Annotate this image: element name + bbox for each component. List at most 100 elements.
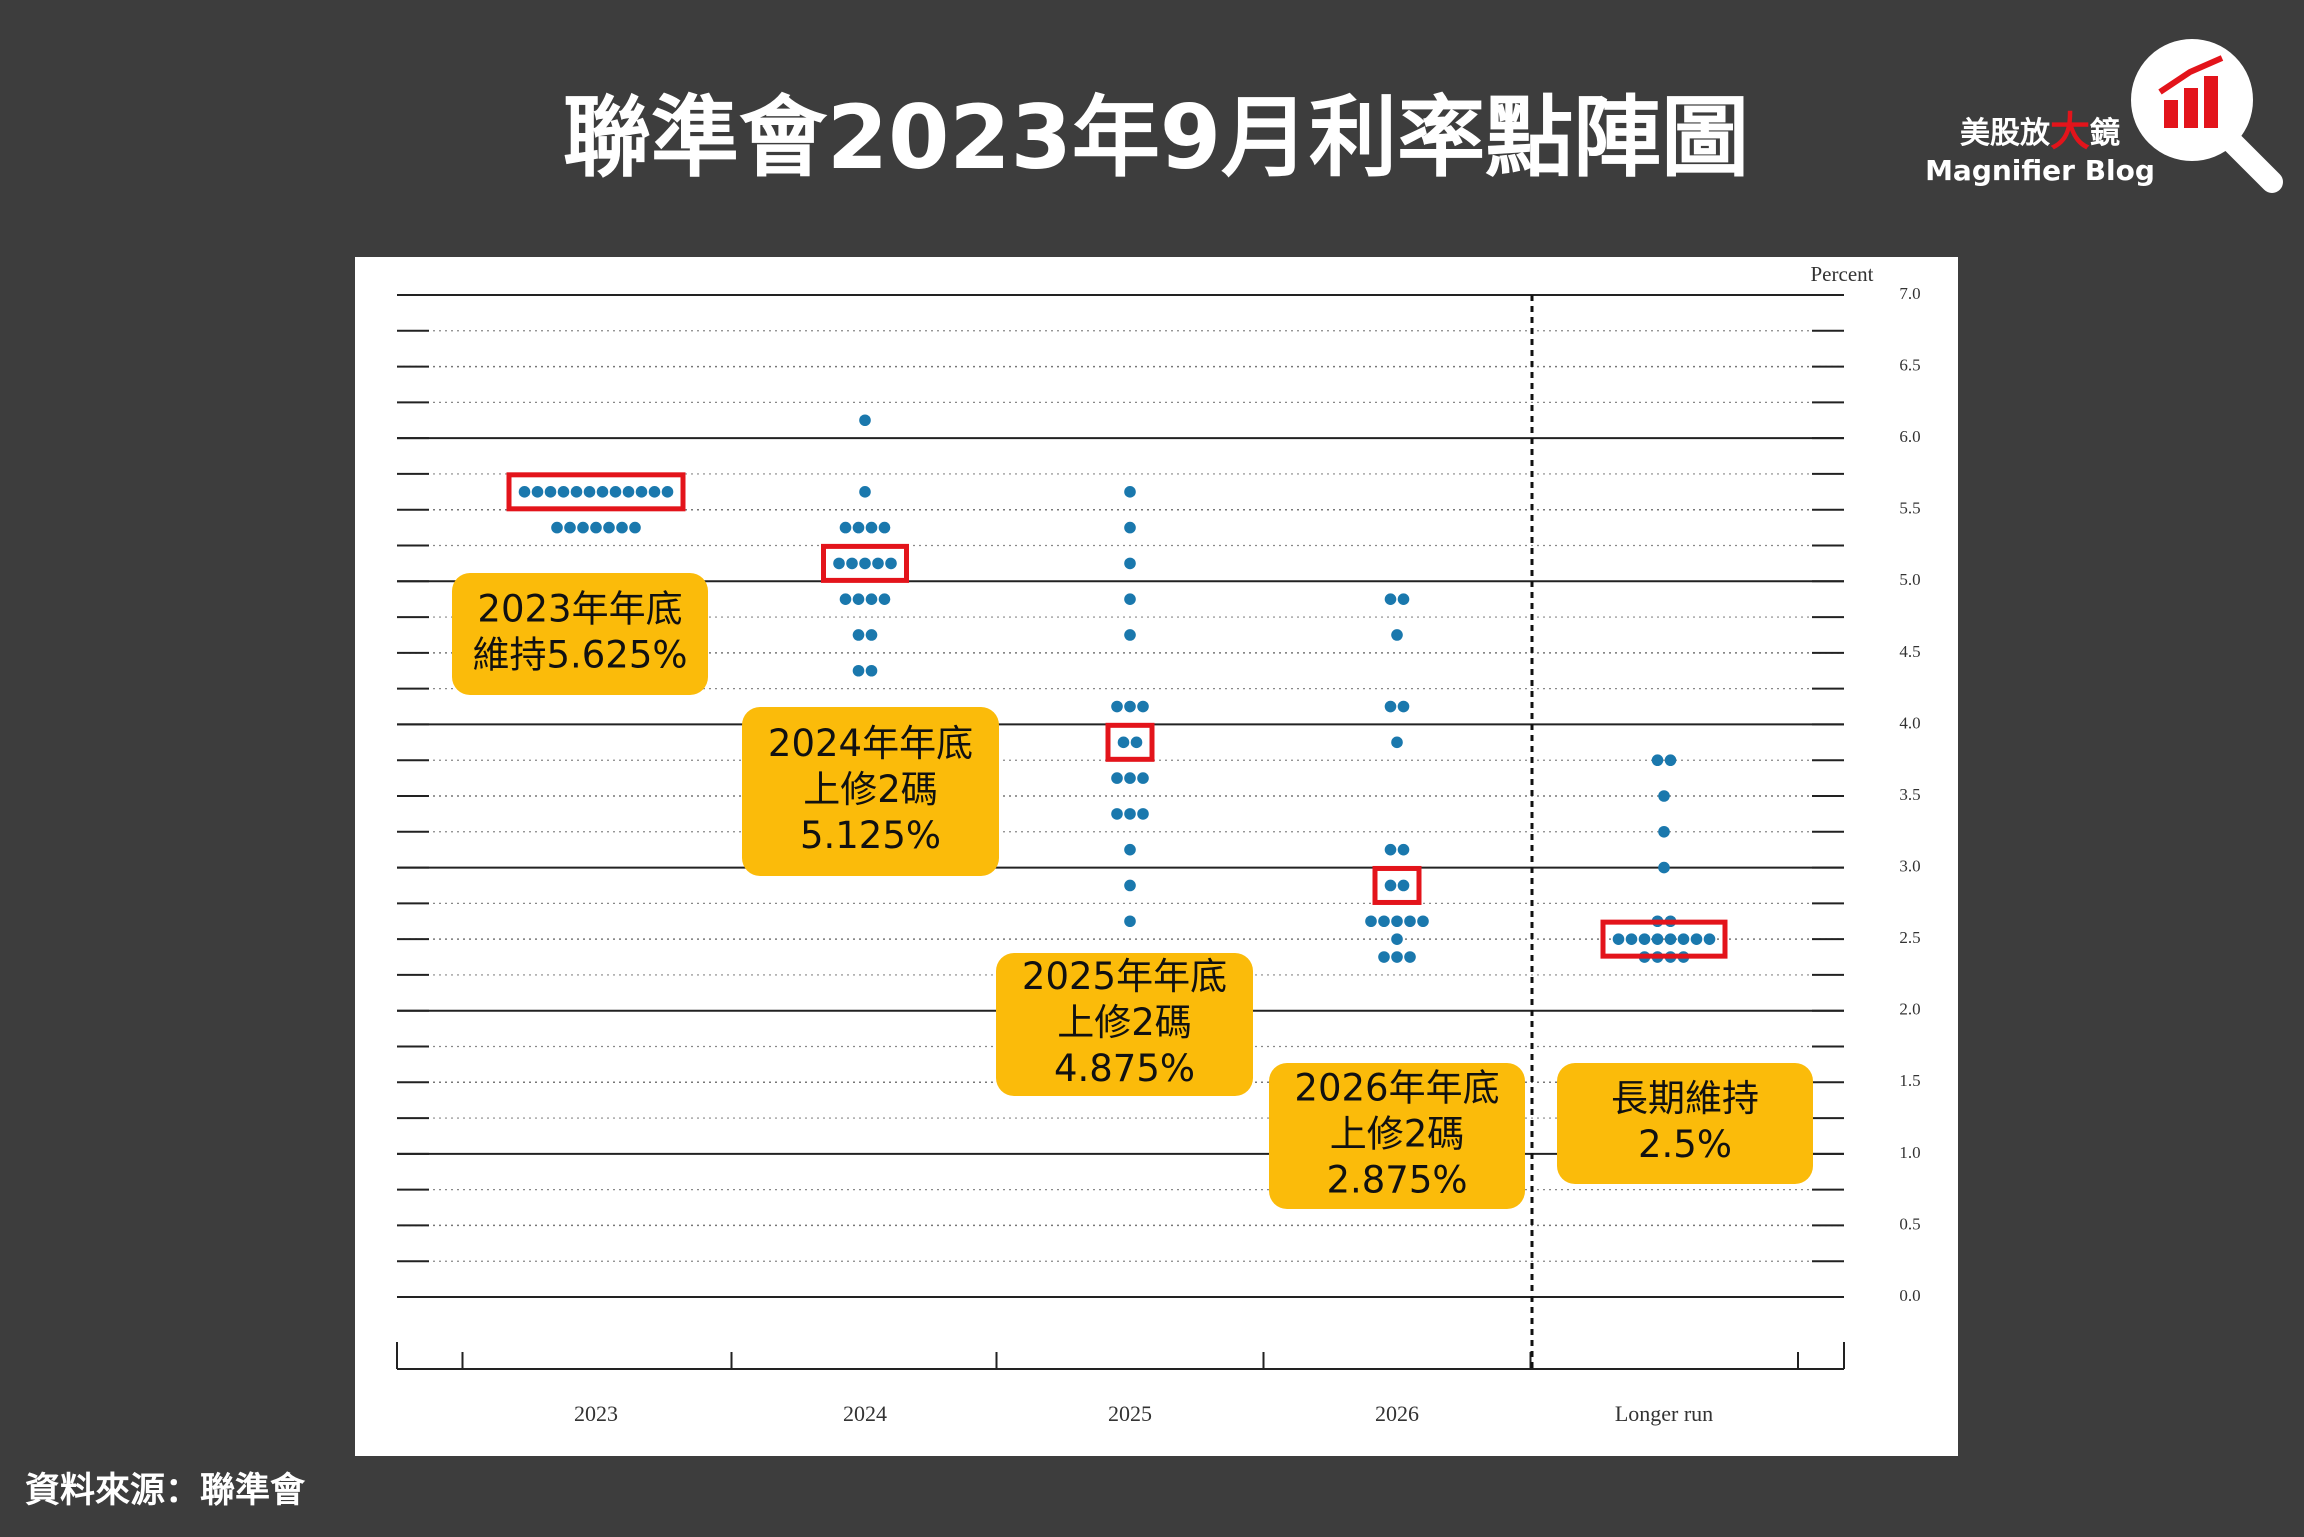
annotation-box — [1269, 1063, 1525, 1209]
dot — [622, 486, 635, 498]
annotation-text: 2026年年底 — [1294, 1067, 1499, 1110]
dot — [1124, 557, 1136, 570]
annotation-text: 2.875% — [1326, 1159, 1467, 1202]
dot — [1384, 700, 1397, 713]
dot — [865, 593, 878, 605]
dot — [846, 557, 858, 570]
dot — [1130, 736, 1143, 749]
median-highlight — [506, 472, 686, 512]
dot — [1111, 772, 1123, 784]
y-tick-label: 7.0 — [1899, 284, 1920, 303]
dot — [852, 664, 865, 677]
dot — [1137, 808, 1149, 820]
dot — [1124, 486, 1136, 498]
logo-subtitle: Magnifier Blog — [1925, 154, 2155, 187]
dot — [885, 557, 897, 570]
dot — [629, 521, 641, 534]
y-tick-label: 1.0 — [1899, 1143, 1920, 1162]
dot — [833, 557, 845, 570]
dot — [1651, 754, 1664, 767]
dot — [1384, 879, 1397, 892]
y-tick-label: 4.5 — [1899, 642, 1920, 661]
dot — [1391, 933, 1403, 945]
dot — [865, 521, 878, 534]
y-tick-label: 0.5 — [1899, 1214, 1920, 1233]
dot — [1664, 933, 1677, 945]
annotation-box — [996, 953, 1253, 1096]
dot — [1391, 629, 1403, 641]
plot-panel — [355, 257, 1958, 1456]
x-tick-label: 2024 — [843, 1401, 887, 1426]
x-tick-label: Longer run — [1615, 1401, 1713, 1426]
annotation-text: 2.5% — [1638, 1123, 1732, 1166]
logo-name: 美股放大鏡 — [1960, 109, 2120, 155]
x-tick-label: 2026 — [1375, 1401, 1419, 1426]
dot — [1111, 808, 1123, 820]
y-tick-label: 6.0 — [1899, 427, 1920, 446]
median-highlight — [821, 543, 909, 583]
dot — [564, 521, 576, 534]
source-note: 資料來源：聯準會 — [25, 1471, 306, 1511]
logo-part: 鏡 — [2090, 116, 2120, 151]
logo-part: 美股放 — [1960, 116, 2051, 151]
dot — [1664, 754, 1677, 767]
annotation-text: 維持5.625% — [472, 634, 687, 677]
dot — [839, 521, 852, 534]
dot — [661, 486, 674, 498]
dot — [1397, 593, 1410, 605]
y-tick-label: 3.5 — [1899, 785, 1920, 804]
y-tick-label: 0.0 — [1899, 1286, 1920, 1305]
annotation-text: 5.125% — [800, 814, 941, 857]
dot — [1677, 933, 1690, 945]
dot — [544, 486, 557, 498]
dot — [609, 486, 622, 498]
dot — [531, 486, 544, 498]
dot — [852, 593, 865, 605]
median-highlight — [1105, 722, 1155, 762]
dot — [1397, 879, 1410, 892]
dot — [852, 521, 865, 534]
dot — [839, 593, 852, 605]
annotation-text: 長期維持 — [1611, 1077, 1759, 1120]
dot — [603, 521, 615, 534]
dot — [1625, 933, 1638, 945]
dot — [570, 486, 583, 498]
annotation-text: 上修2碼 — [803, 768, 938, 811]
page-title: 聯準會2023年9月利率點陣圖 — [563, 86, 1749, 189]
dot — [1384, 593, 1397, 605]
dot — [635, 486, 648, 498]
dot — [859, 414, 871, 427]
median-highlight — [1372, 865, 1422, 905]
dot — [1365, 915, 1377, 928]
dot — [1417, 915, 1429, 928]
annotation-text: 上修2碼 — [1330, 1113, 1465, 1156]
dot — [1378, 915, 1390, 928]
dot — [859, 557, 871, 570]
y-tick-label: 5.5 — [1899, 499, 1920, 518]
dot — [865, 629, 878, 641]
dot — [1612, 933, 1625, 945]
dot — [1703, 933, 1716, 945]
logo-icon — [2131, 39, 2283, 193]
dot — [1124, 700, 1136, 713]
annotation-text: 2023年年底 — [477, 588, 682, 631]
dot — [1397, 843, 1410, 856]
y-tick-label: 2.0 — [1899, 1000, 1920, 1019]
dot — [1124, 808, 1136, 820]
annotation-box — [742, 707, 999, 876]
dot — [1124, 593, 1136, 605]
dot — [1124, 843, 1136, 856]
y-tick-label: 4.0 — [1899, 713, 1920, 732]
dot — [878, 593, 891, 605]
dot — [590, 521, 602, 534]
dot — [1111, 700, 1123, 713]
x-tick-label: 2025 — [1108, 1401, 1152, 1426]
dot — [596, 486, 609, 498]
dot — [1378, 951, 1390, 963]
logo-part: 大 — [2050, 109, 2090, 155]
annotation-box — [452, 573, 708, 695]
dot — [865, 664, 878, 677]
dot — [1658, 825, 1670, 838]
